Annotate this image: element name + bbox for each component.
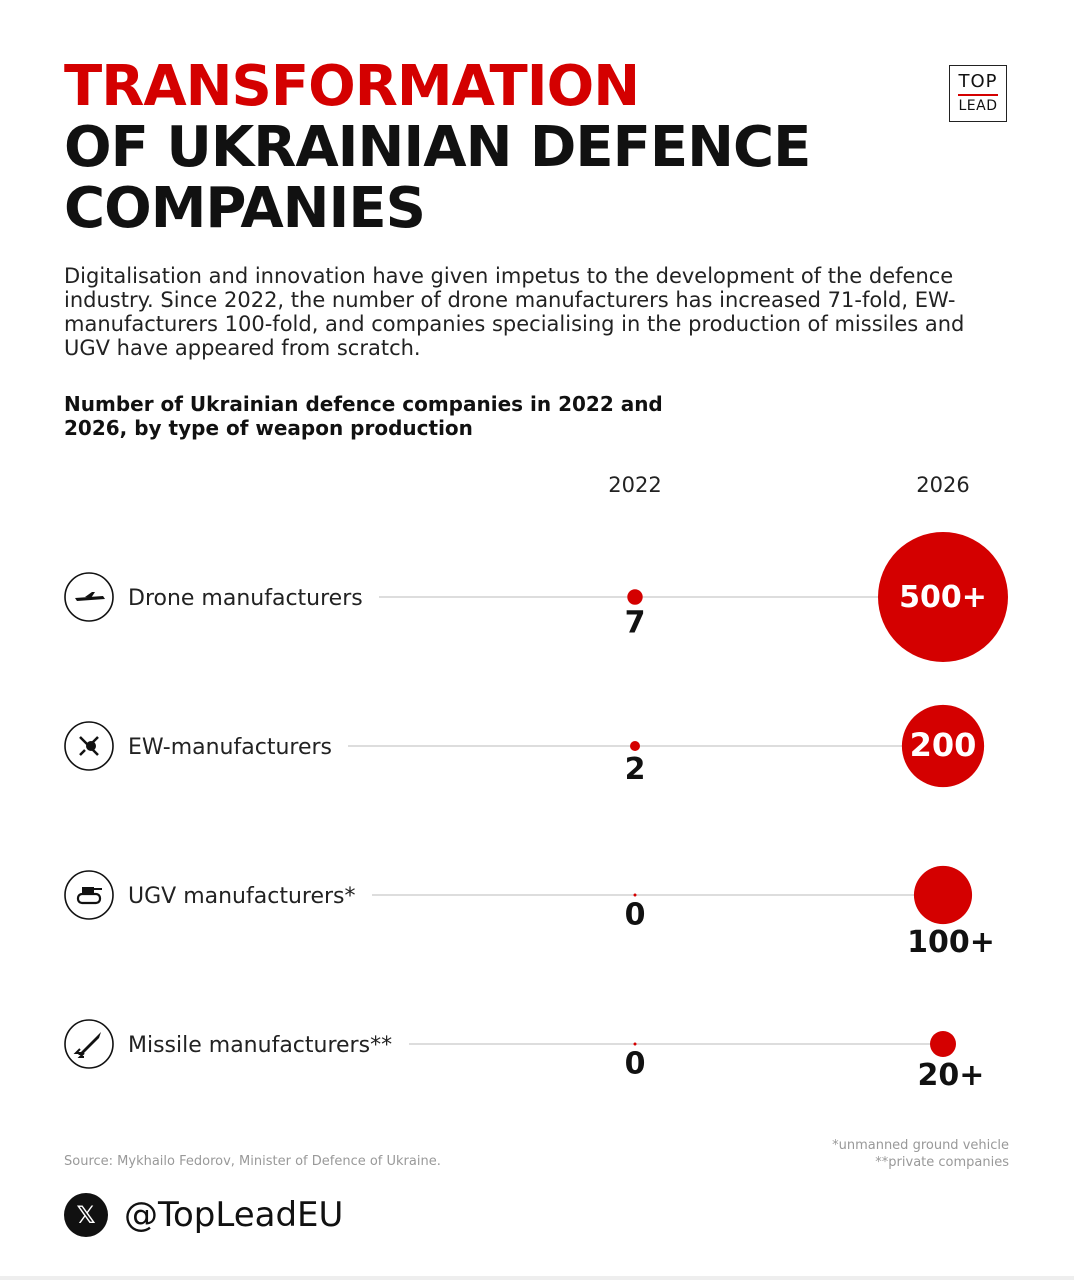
antenna-dish [86,741,96,751]
drone-body [75,596,105,601]
title-line-3: COMPANIES [64,176,426,241]
value-label-2026: 500+ [899,580,987,615]
footnotes: *unmanned ground vehicle **private compa… [832,1137,1009,1171]
logo-bottom-text: LEAD [958,97,998,114]
chart-row: Drone manufacturers 7 500+ [64,532,1008,662]
ugv-track [76,892,102,905]
antenna-icon [64,721,114,771]
footnote-ugv: *unmanned ground vehicle [832,1138,1009,1153]
row-label: UGV manufacturers* [128,884,356,909]
chart-row: Missile manufacturers** 0 20+ [64,1019,985,1093]
row-label: EW-manufacturers [128,735,332,760]
column-header-2022: 2022 [608,473,661,497]
drone-wing [85,592,95,598]
bubble-2022 [633,893,637,897]
logo-top-text: TOP [958,71,998,92]
toplead-logo: TOP LEAD [949,65,1007,122]
value-label-2026: 200 [910,726,977,764]
missile-body [78,1032,101,1055]
bubble-chart: 2022 2026 Drone manufacturers 7 500+ EW-manuf… [64,473,1008,1093]
intro-paragraph: Digitalisation and innovation have given… [64,264,965,360]
row-label: Drone manufacturers [128,586,363,611]
bubble-2022 [633,1042,637,1046]
bubble-2026 [901,704,985,788]
bubble-2022 [627,589,643,605]
bubble-2026 [930,1031,956,1057]
chart-row: UGV manufacturers* 0 100+ [64,865,995,960]
ugv-turret [82,887,94,893]
chart-title: Number of Ukrainian defence companies in… [64,392,663,440]
missile-icon [64,1019,114,1069]
source-note: Source: Mykhailo Fedorov, Minister of De… [64,1154,441,1169]
value-label-2026: 20+ [918,1058,985,1093]
value-label-2022: 7 [625,606,646,641]
bottom-scroll-strip [0,1276,1074,1280]
ugv-icon [64,870,114,920]
footnote-private: **private companies [875,1155,1009,1170]
value-label-2022: 2 [625,752,646,787]
row-label: Missile manufacturers** [128,1033,392,1058]
bubble-2026 [878,532,1008,662]
bubble-2026 [913,865,973,925]
logo-divider [958,94,998,96]
chart-row: EW-manufacturers 2 200 [64,704,985,788]
value-label-2022: 0 [625,1047,646,1082]
column-header-2026: 2026 [916,473,969,497]
title-line-2: OF UKRAINIAN DEFENCE [64,115,811,180]
x-logo-icon[interactable]: 𝕏 [64,1193,108,1237]
drone-icon [64,572,114,622]
missile-fins [73,1048,85,1058]
title-line-1: TRANSFORMATION [64,54,640,119]
value-label-2022: 0 [625,898,646,933]
value-label-2026: 100+ [907,925,995,960]
bubble-2022 [630,741,640,751]
social-handle[interactable]: @TopLeadEU [124,1195,344,1235]
